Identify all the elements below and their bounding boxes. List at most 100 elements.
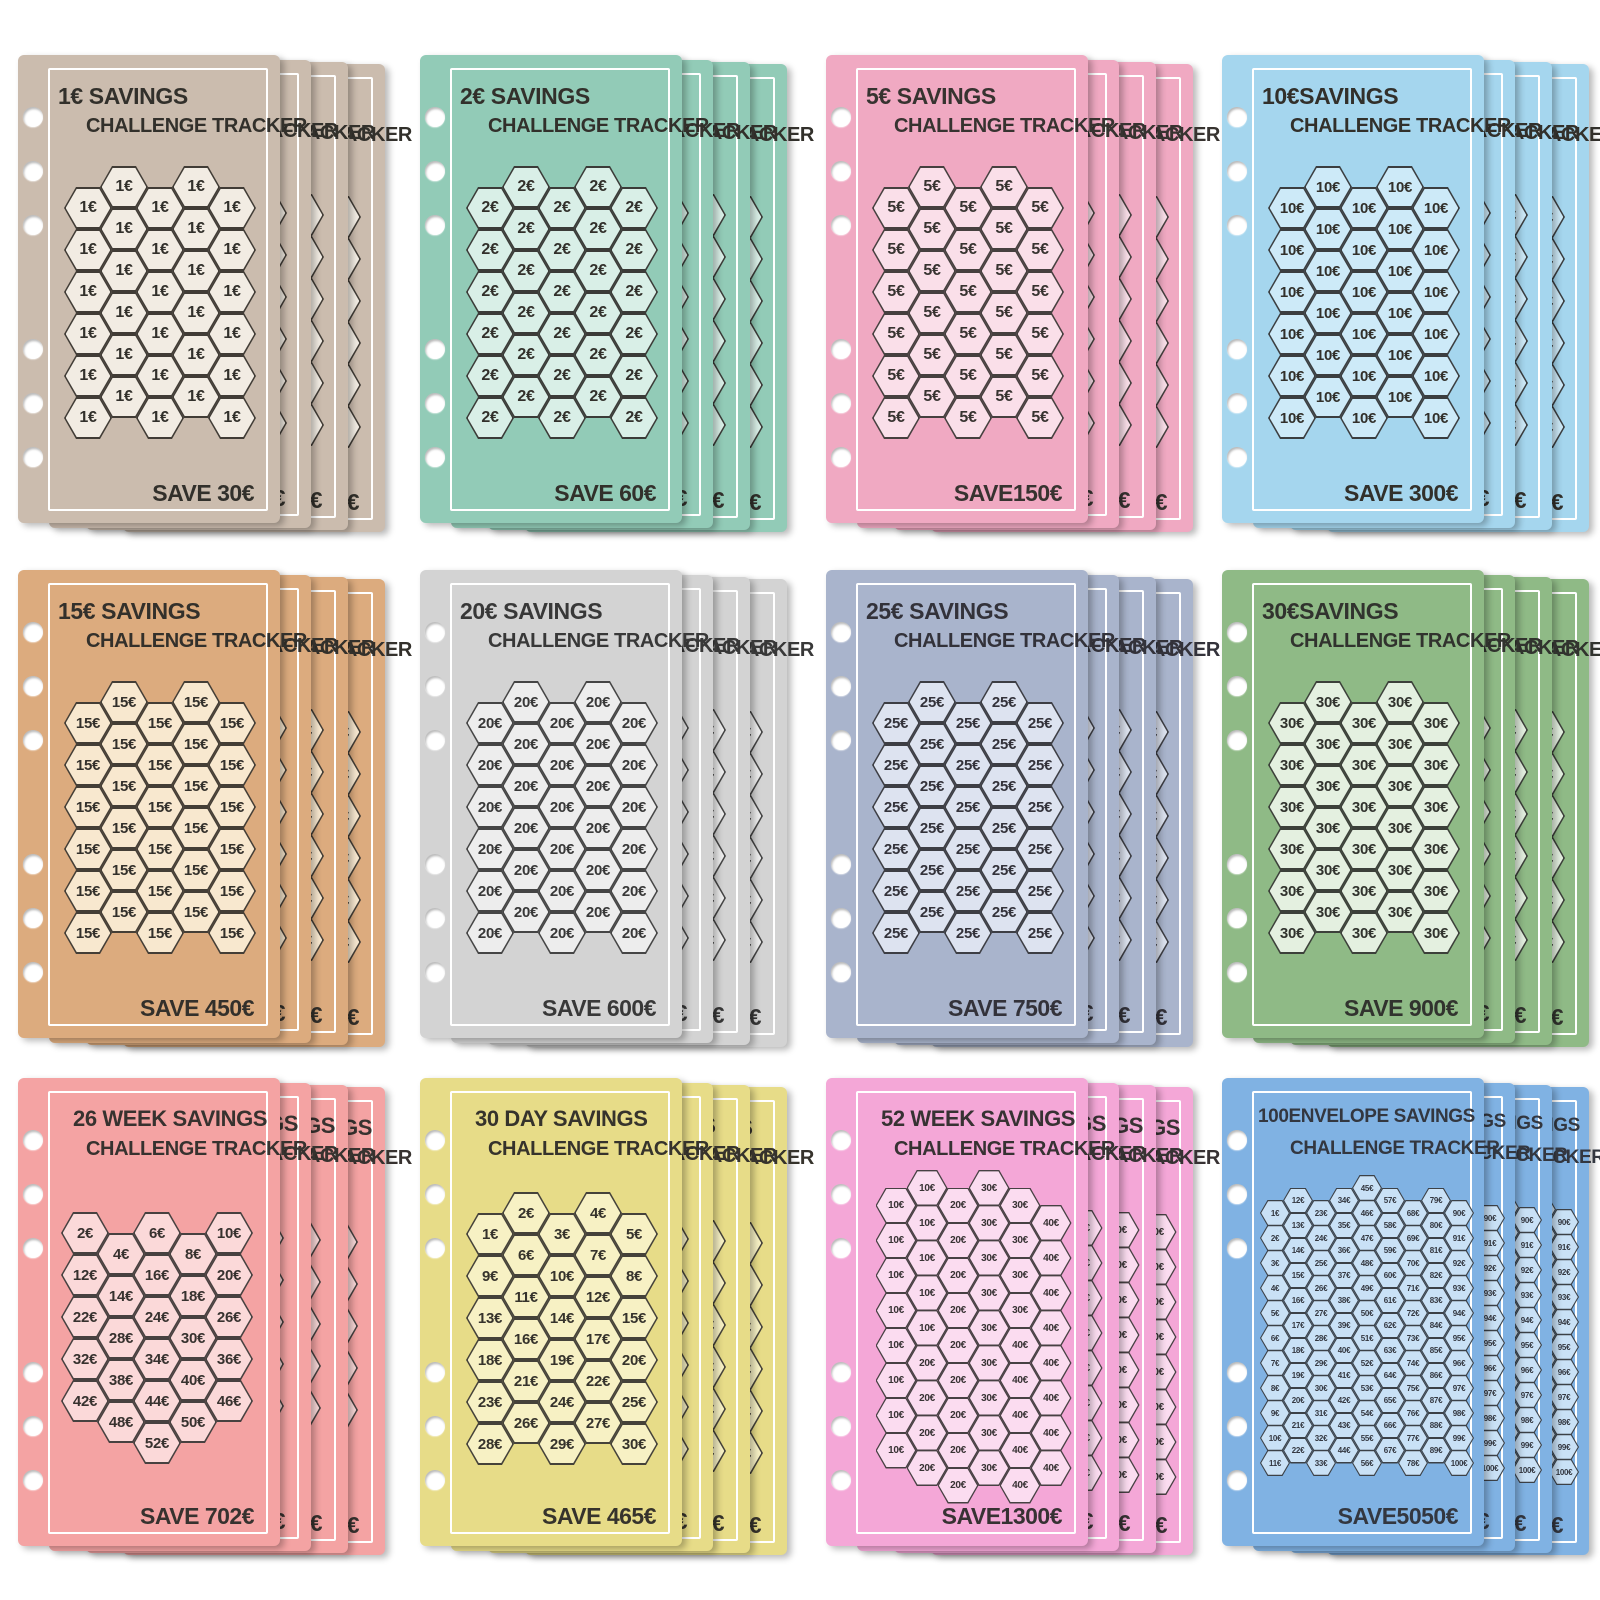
binder-hole-3 (831, 730, 851, 750)
hex-cell: 15€ (208, 870, 256, 912)
binder-hole-1 (1227, 107, 1247, 127)
hex-amount-label: 30€ (1412, 702, 1460, 744)
hex-amount-label: 30€ (1412, 870, 1460, 912)
binder-hole-2 (831, 676, 851, 696)
hex-cell: 25€ (1016, 702, 1064, 744)
card-title-line2: CHALLENGE TRACKER (488, 630, 709, 653)
hex-amount-label: 30€ (1412, 786, 1460, 828)
binder-hole-6 (831, 962, 851, 982)
binder-hole-2 (831, 161, 851, 181)
binder-hole-2 (23, 676, 43, 696)
hex-cell: 30€ (1412, 702, 1460, 744)
binder-hole-3 (1227, 730, 1247, 750)
hex-amount-label: 10€ (1412, 229, 1460, 271)
binder-hole-1 (1227, 622, 1247, 642)
hex-amount-label: 20€ (610, 870, 658, 912)
hex-cell: 2€ (610, 313, 658, 355)
hex-amount-label: 2€ (610, 229, 658, 271)
hex-amount-label: 10€ (1412, 187, 1460, 229)
hex-amount-label: 15€ (208, 786, 256, 828)
hex-amount-label: 15€ (208, 870, 256, 912)
hex-cell: 20€ (610, 828, 658, 870)
card-stack-1-euro: 1€ SAVINGSCHALLENGE TRACKER1€1€1€1€1€1€1… (18, 55, 388, 537)
hex-amount-label: 10€ (1412, 271, 1460, 313)
hex-cell: 25€ (1016, 786, 1064, 828)
hex-amount-label: 5€ (1016, 397, 1064, 439)
hex-amount-label: 30€ (1412, 912, 1460, 954)
card-title-line2: CHALLENGE TRACKER (488, 115, 709, 138)
hex-amount-label: 46€ (205, 1380, 253, 1422)
save-total-label: SAVE 300€ (1344, 480, 1458, 507)
hex-cell: 20€ (610, 702, 658, 744)
binder-hole-2 (23, 1184, 43, 1204)
binder-hole-4 (425, 339, 445, 359)
hex-amount-label: 20€ (610, 786, 658, 828)
card-stack-26-week: 26 WEEK SAVINGSCHALLENGE TRACKER2€12€22€… (18, 1078, 388, 1560)
binder-hole-5 (23, 1416, 43, 1436)
binder-hole-2 (23, 161, 43, 181)
hex-cell: 46€ (205, 1380, 253, 1422)
hex-amount-label: 2€ (610, 271, 658, 313)
hex-amount-label: 25€ (1016, 786, 1064, 828)
hex-amount-label: 2€ (610, 187, 658, 229)
hex-cell: 30€ (1412, 828, 1460, 870)
binder-hole-2 (425, 676, 445, 696)
binder-hole-4 (425, 854, 445, 874)
hex-cell: 25€ (1016, 912, 1064, 954)
hex-cell: 1€ (208, 229, 256, 271)
hex-amount-label: 15€ (208, 828, 256, 870)
binder-hole-3 (425, 215, 445, 235)
card-stack-30-euro: 30€SAVINGSCHALLENGE TRACKER30€30€30€30€3… (1222, 570, 1592, 1052)
hex-amount-label: 1€ (208, 187, 256, 229)
hex-cell: 15€ (208, 744, 256, 786)
card-title-line1: 2€ SAVINGS (460, 83, 590, 110)
binder-hole-6 (1227, 447, 1247, 467)
card-1-euro-page-1: 1€ SAVINGS CHALLENGE TRACKER 1€ 1€ 1€ 1€ 1€ 1€ 1… (18, 55, 280, 523)
hex-amount-label: 26€ (205, 1296, 253, 1338)
binder-hole-1 (831, 622, 851, 642)
hex-amount-label: 25€ (1016, 828, 1064, 870)
binder-hole-4 (23, 339, 43, 359)
hex-amount-label: 2€ (610, 397, 658, 439)
card-title-line2: CHALLENGE TRACKER (86, 1138, 307, 1161)
savings-tracker-product-sheet: { "page_bg": "#ffffff", "shared": { "car… (0, 0, 1600, 1600)
hex-cell: 20€ (610, 786, 658, 828)
hex-cell: 5€ (1016, 187, 1064, 229)
card-20-euro-page-1: 20€ SAVINGS CHALLENGE TRACKER 20€ 20€ 20€ 20€… (420, 570, 682, 1038)
card-stack-30-day: 30 DAY SAVINGSCHALLENGE TRACKER1€9€13€18… (420, 1078, 790, 1560)
hex-cell: 10€ (1412, 271, 1460, 313)
hex-amount-label: 20€ (205, 1254, 253, 1296)
hex-cell: 25€ (1016, 744, 1064, 786)
hex-cell: 1€ (208, 397, 256, 439)
card-title-line1: 25€ SAVINGS (866, 598, 1008, 625)
card-2-euro-page-1: 2€ SAVINGS CHALLENGE TRACKER 2€ 2€ 2€ 2€ 2€ 2€ 2… (420, 55, 682, 523)
hex-amount-label: 10€ (1412, 397, 1460, 439)
hex-cell: 10€ (1412, 397, 1460, 439)
card-title-line1: 15€ SAVINGS (58, 598, 200, 625)
hex-cell: 5€ (1016, 397, 1064, 439)
card-26-week-page-1: 26 WEEK SAVINGS CHALLENGE TRACKER 2€ 12€ 22€… (18, 1078, 280, 1546)
hex-amount-label: 20€ (610, 912, 658, 954)
binder-hole-3 (425, 730, 445, 750)
hex-amount-label: 2€ (610, 355, 658, 397)
binder-hole-6 (23, 962, 43, 982)
hex-cell: 10€ (1412, 229, 1460, 271)
binder-hole-6 (23, 447, 43, 467)
hex-cell: 25€ (1016, 828, 1064, 870)
card-title-line2: CHALLENGE TRACKER (86, 630, 307, 653)
hex-amount-label: 10€ (205, 1212, 253, 1254)
hex-amount-label: 1€ (208, 271, 256, 313)
card-30-euro-page-1: 30€SAVINGS CHALLENGE TRACKER 30€ 30€ 30€ 30€ 3… (1222, 570, 1484, 1038)
hex-amount-label: 1€ (208, 355, 256, 397)
card-title-line2: CHALLENGE TRACKER (894, 630, 1115, 653)
binder-hole-5 (425, 908, 445, 928)
hex-cell: 5€ (1016, 229, 1064, 271)
card-15-euro-page-1: 15€ SAVINGS CHALLENGE TRACKER 15€ 15€ 15€ 15€… (18, 570, 280, 1038)
hex-cell: 1€ (208, 355, 256, 397)
hex-cell: 30€ (1412, 786, 1460, 828)
hex-amount-label: 5€ (1016, 271, 1064, 313)
hex-amount-label: 5€ (1016, 313, 1064, 355)
hex-amount-label: 25€ (1016, 870, 1064, 912)
